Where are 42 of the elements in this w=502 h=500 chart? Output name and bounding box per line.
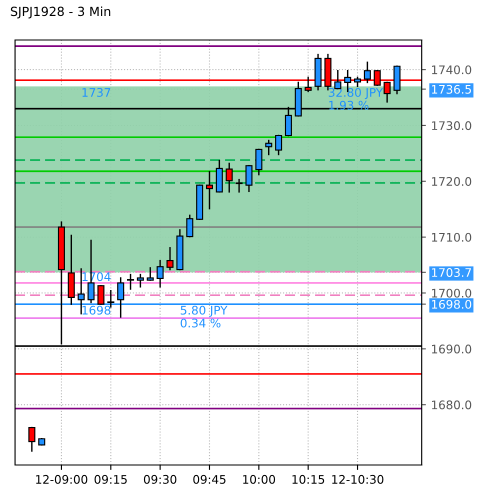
candlestick [216,160,223,193]
x-tick-label: 09:30 [144,474,176,484]
candlestick [236,178,243,193]
y-tick-label: 1740.0 [432,65,472,74]
y-tick-label: 1720.0 [432,177,472,186]
candlestick [127,274,134,290]
annotation: 1737 [82,88,110,97]
candlestick [275,134,282,156]
candlestick [226,162,233,193]
x-tick-label: 10:00 [243,474,276,484]
candlestick [255,148,262,176]
candlestick [245,164,252,192]
candlestick [156,260,164,288]
x-tick-label: 10:15 [292,474,324,484]
y-tick-label: 1680.0 [432,400,472,410]
annotation: 1698 [82,306,110,315]
annotation: 5.80 JPY [180,306,228,317]
y-tick-label: 1710.0 [432,232,472,242]
candlestick [364,62,371,84]
x-tick-label: 12-10:30 [332,474,384,484]
annotation: 32.80 JPY [328,88,384,100]
candlestick [334,70,342,90]
y-tick-label: 1700.0 [432,288,472,298]
candlestick [28,426,36,452]
x-tick-label: 12-09:00 [36,474,88,484]
candlestick [186,214,194,238]
candlestick [146,267,154,281]
y-tick-label: 1698.0 [432,300,472,309]
x-tick-label: 09:15 [94,474,127,484]
y-tick-label: 1703.7 [432,268,472,277]
candlestick [136,274,144,288]
y-tick-label: 1690.0 [432,344,472,354]
y-tick-label: 1736.5 [432,84,471,94]
candlestick [166,247,174,270]
x-tick-label: 09:45 [193,474,226,484]
candlestick [265,140,272,156]
candlestick [97,285,104,305]
y-tick-label: 1730.0 [432,121,472,130]
chart-title: SJPJ1928 - 3 Min [10,6,110,18]
annotation: 0.34 % [180,318,220,328]
candlestick [206,171,214,210]
annotation: 1.93 % [329,100,369,110]
